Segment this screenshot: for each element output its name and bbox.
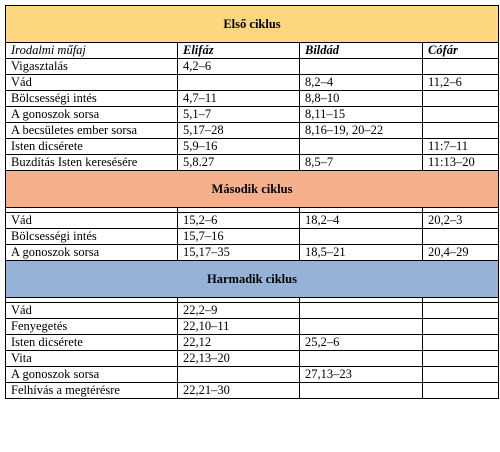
eliphaz-cell: 4,7–11 [177,90,300,107]
bildad-cell: 8,11–15 [299,106,423,123]
genre-cell: Vigasztalás [5,58,178,75]
bildad-cell [299,350,423,367]
column-header-eliphaz: Elifáz [177,42,300,59]
zophar-cell [422,382,499,399]
column-header-row: Irodalmi műfaj Elifáz Bildád Cófár [5,42,499,59]
zophar-cell [422,302,499,319]
table-row: Bölcsességi intés 15,7–16 [5,228,499,245]
section-title: Második ciklus [5,170,499,208]
bildad-cell [299,138,423,155]
zophar-cell [422,318,499,335]
zophar-cell [422,334,499,351]
zophar-cell: 20,4–29 [422,244,499,261]
bildad-cell [299,302,423,319]
zophar-cell: 11:13–20 [422,154,499,171]
genre-cell: Fenyegetés [5,318,178,335]
section-header-row: Második ciklus [5,170,499,208]
zophar-cell [422,122,499,139]
eliphaz-cell: 5,17–28 [177,122,300,139]
genre-cell: Bölcsességi intés [5,228,178,245]
eliphaz-cell: 5,9–16 [177,138,300,155]
table-row: A gonoszok sorsa 27,13–23 [5,366,499,383]
eliphaz-cell: 15,2–6 [177,212,300,229]
genre-cell: A gonoszok sorsa [5,244,178,261]
table-row: A gonoszok sorsa 5,1–7 8,11–15 [5,106,499,123]
table-row: Vita 22,13–20 [5,350,499,367]
eliphaz-cell: 22,10–11 [177,318,300,335]
genre-cell: Bölcsességi intés [5,90,178,107]
section-header-row: Harmadik ciklus [5,260,499,298]
eliphaz-cell: 22,13–20 [177,350,300,367]
zophar-cell [422,228,499,245]
cycles-table: Első ciklus Irodalmi műfaj Elifáz Bildád Cóf… [5,5,499,399]
bildad-cell: 8,16–19, 20–22 [299,122,423,139]
zophar-cell [422,106,499,123]
genre-cell: Vád [5,302,178,319]
bildad-cell: 8,5–7 [299,154,423,171]
genre-cell: Vita [5,350,178,367]
genre-cell: Isten dicsérete [5,138,178,155]
bildad-cell [299,58,423,75]
column-header-zophar: Cófár [422,42,499,59]
genre-cell: Isten dicsérete [5,334,178,351]
zophar-cell [422,366,499,383]
table-row: A becsületes ember sorsa 5,17–28 8,16–19, … [5,122,499,139]
table-row: Bölcsességi intés 4,7–11 8,8–10 [5,90,499,107]
genre-cell: A becsületes ember sorsa [5,122,178,139]
table-row: Fenyegetés 22,10–11 [5,318,499,335]
section-title: Első ciklus [5,5,499,43]
table-row: Vád 8,2–4 11,2–6 [5,74,499,91]
bildad-cell: 25,2–6 [299,334,423,351]
table-row: Felhívás a megtérésre 22,21–30 [5,382,499,399]
zophar-cell [422,90,499,107]
genre-cell: A gonoszok sorsa [5,366,178,383]
zophar-cell [422,350,499,367]
table-row: Vigasztalás 4,2–6 [5,58,499,75]
bildad-cell: 8,8–10 [299,90,423,107]
cycles-table-body: Első ciklus Irodalmi műfaj Elifáz Bildád Cóf… [5,5,499,399]
zophar-cell: 11,2–6 [422,74,499,91]
bildad-cell [299,382,423,399]
eliphaz-cell: 4,2–6 [177,58,300,75]
bildad-cell: 18,2–4 [299,212,423,229]
table-row: Vád 22,2–9 [5,302,499,319]
bildad-cell [299,318,423,335]
eliphaz-cell: 15,7–16 [177,228,300,245]
table-row: Buzdítás Isten keresésére 5,8.27 8,5–7 11:1… [5,154,499,171]
eliphaz-cell: 15,17–35 [177,244,300,261]
table-row: A gonoszok sorsa 15,17–35 18,5–21 20,4–29 [5,244,499,261]
table-row: Isten dicsérete 5,9–16 11:7–11 [5,138,499,155]
bildad-cell: 18,5–21 [299,244,423,261]
eliphaz-cell [177,74,300,91]
bildad-cell: 8,2–4 [299,74,423,91]
eliphaz-cell [177,366,300,383]
table-row: Isten dicsérete 22,12 25,2–6 [5,334,499,351]
genre-cell: Vád [5,74,178,91]
table-row: Vád 15,2–6 18,2–4 20,2–3 [5,212,499,229]
bildad-cell: 27,13–23 [299,366,423,383]
zophar-cell [422,58,499,75]
genre-cell: Felhívás a megtérésre [5,382,178,399]
bildad-cell [299,228,423,245]
genre-cell: Buzdítás Isten keresésére [5,154,178,171]
section-title: Harmadik ciklus [5,260,499,298]
column-header-bildad: Bildád [299,42,423,59]
section-header-row: Első ciklus [5,5,499,43]
column-header-genre: Irodalmi műfaj [5,42,178,59]
zophar-cell: 20,2–3 [422,212,499,229]
zophar-cell: 11:7–11 [422,138,499,155]
eliphaz-cell: 22,2–9 [177,302,300,319]
eliphaz-cell: 5,8.27 [177,154,300,171]
genre-cell: A gonoszok sorsa [5,106,178,123]
eliphaz-cell: 22,21–30 [177,382,300,399]
eliphaz-cell: 22,12 [177,334,300,351]
genre-cell: Vád [5,212,178,229]
eliphaz-cell: 5,1–7 [177,106,300,123]
